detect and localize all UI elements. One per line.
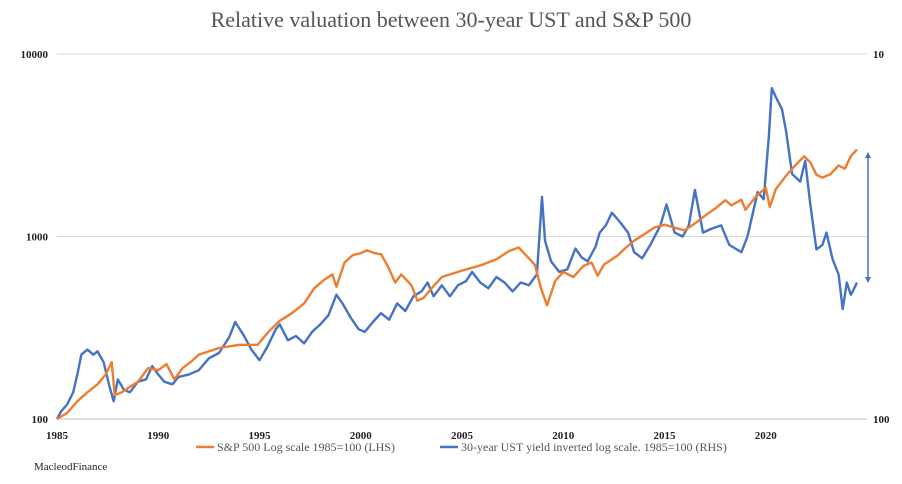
x-tick-label: 2015 — [654, 430, 677, 442]
x-tick-label: 1990 — [147, 430, 170, 442]
legend-label-ust: 30-year UST yield inverted log scale. 19… — [461, 440, 727, 454]
y-right-tick-label: 10 — [873, 49, 885, 61]
chart-title: Relative valuation between 30-year UST a… — [211, 7, 692, 32]
x-axis: 1985 1990 1995 2000 2005 2010 2015 2020 — [46, 430, 777, 442]
x-tick-label: 2020 — [755, 430, 778, 442]
x-tick-label: 2005 — [451, 430, 474, 442]
y-right-tick-label: 100 — [873, 414, 890, 426]
plot-area — [55, 86, 858, 421]
y-left-tick-label: 100 — [32, 414, 49, 426]
y-left-tick-label: 1000 — [26, 232, 49, 244]
range-arrow-head-top — [865, 152, 871, 158]
y-left-tick-label: 10000 — [21, 49, 49, 61]
x-tick-label: 2010 — [552, 430, 575, 442]
legend-label-sp500: S&P 500 Log scale 1985=100 (LHS) — [217, 440, 395, 454]
x-tick-label: 2000 — [350, 430, 373, 442]
y-left-axis: 100 1000 10000 — [21, 49, 49, 426]
range-arrow-annotation — [865, 152, 871, 283]
series-line-sp500 — [56, 148, 858, 421]
x-tick-label: 1985 — [46, 430, 69, 442]
legend: S&P 500 Log scale 1985=100 (LHS) 30-year… — [196, 440, 727, 454]
series-line-ust — [55, 86, 858, 420]
gridlines — [57, 53, 867, 420]
source-label: MacleodFinance — [34, 461, 107, 473]
range-arrow-head-bottom — [865, 277, 871, 283]
x-tick-label: 1995 — [249, 430, 272, 442]
y-right-axis: 100 10 — [873, 49, 890, 426]
